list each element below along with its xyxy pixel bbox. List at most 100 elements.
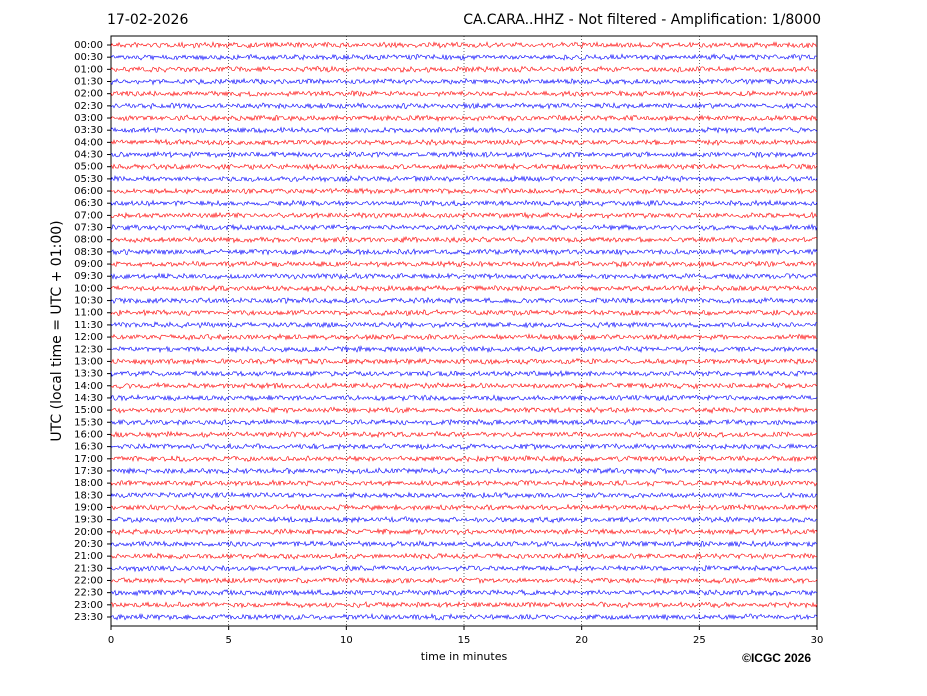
- trace: [110, 564, 818, 573]
- trace: [110, 491, 818, 499]
- y-tick-label: 12:00: [74, 332, 103, 343]
- x-tick-label: 15: [458, 635, 471, 646]
- y-tick-label: 19:00: [74, 502, 103, 513]
- y-tick-label: 18:00: [74, 478, 103, 489]
- y-tick-label: 00:00: [74, 40, 103, 51]
- trace: [110, 65, 818, 73]
- trace: [110, 455, 818, 463]
- trace: [110, 515, 818, 524]
- trace: [110, 284, 818, 293]
- trace: [110, 77, 818, 86]
- y-tick-label: 09:00: [74, 259, 103, 270]
- y-tick-label: 05:30: [74, 174, 103, 185]
- trace: [110, 467, 818, 475]
- y-tick-label: 22:30: [74, 588, 103, 599]
- trace: [110, 114, 818, 122]
- trace: [110, 211, 818, 220]
- x-tick-label: 5: [225, 635, 231, 646]
- y-tick-label: 10:00: [74, 283, 103, 294]
- y-tick-label: 05:00: [74, 162, 103, 173]
- y-tick-label: 19:30: [74, 515, 103, 526]
- trace: [110, 126, 818, 134]
- y-tick-label: 08:00: [74, 235, 103, 246]
- y-tick-label: 03:30: [74, 125, 103, 136]
- trace: [110, 503, 818, 512]
- trace: [110, 393, 818, 402]
- x-tick-label: 20: [575, 635, 588, 646]
- y-tick-label: 16:00: [74, 429, 103, 440]
- trace: [110, 199, 818, 207]
- trace: [110, 588, 818, 597]
- trace: [110, 442, 818, 451]
- y-tick-label: 13:30: [74, 369, 103, 380]
- trace: [110, 223, 818, 232]
- trace: [110, 248, 818, 256]
- trace: [110, 381, 818, 390]
- trace: [110, 613, 818, 621]
- date: 17-02-2026: [107, 12, 188, 28]
- y-tick-label: 15:00: [74, 405, 103, 416]
- trace: [110, 236, 818, 244]
- y-tick-label: 13:00: [74, 356, 103, 367]
- y-tick-label: 14:00: [74, 381, 103, 392]
- y-tick-label: 17:00: [74, 454, 103, 465]
- trace: [110, 345, 818, 354]
- y-tick-label: 11:30: [74, 320, 103, 331]
- x-tick-label: 0: [108, 635, 114, 646]
- trace: [110, 552, 818, 560]
- y-tick-label: 06:30: [74, 198, 103, 209]
- trace: [110, 406, 818, 414]
- chart-title: CA.CARA..HHZ - Not filtered - Amplificat…: [463, 12, 821, 28]
- y-tick-label: 23:30: [74, 612, 103, 623]
- x-axis-label: time in minutes: [421, 650, 508, 663]
- y-tick-label: 01:00: [74, 64, 103, 75]
- y-tick-label: 07:00: [74, 210, 103, 221]
- y-tick-label: 10:30: [74, 296, 103, 307]
- y-tick-label: 12:30: [74, 344, 103, 355]
- y-tick-label: 23:00: [74, 600, 103, 611]
- trace: [110, 369, 818, 378]
- x-tick-label: 25: [693, 635, 706, 646]
- y-tick-label: 15:30: [74, 417, 103, 428]
- y-tick-label: 20:30: [74, 539, 103, 550]
- y-tick-label: 18:30: [74, 490, 103, 501]
- y-tick-label: 22:00: [74, 575, 103, 586]
- trace: [110, 576, 818, 585]
- x-tick-label: 10: [340, 635, 353, 646]
- y-tick-label: 09:30: [74, 271, 103, 282]
- trace: [110, 175, 818, 183]
- trace: [110, 357, 818, 366]
- y-tick-label: 21:30: [74, 563, 103, 574]
- y-tick-label: 11:00: [74, 308, 103, 319]
- y-tick-label: 21:00: [74, 551, 103, 562]
- trace: [110, 540, 818, 548]
- trace: [110, 41, 818, 49]
- y-tick-label: 07:30: [74, 223, 103, 234]
- trace: [110, 272, 818, 280]
- y-tick-label: 02:30: [74, 101, 103, 112]
- trace: [110, 53, 818, 61]
- y-tick-label: 01:30: [74, 77, 103, 88]
- trace: [110, 479, 818, 487]
- trace: [110, 309, 817, 317]
- y-tick-label: 20:00: [74, 527, 103, 538]
- credit: ©ICGC 2026: [742, 651, 811, 665]
- trace: [110, 527, 818, 536]
- x-tick-label: 30: [811, 635, 824, 646]
- trace: [110, 321, 817, 329]
- trace: [110, 162, 818, 171]
- trace: [110, 89, 818, 98]
- y-tick-label: 03:00: [74, 113, 103, 124]
- trace: [110, 187, 817, 195]
- trace: [110, 260, 818, 268]
- y-tick-label: 16:30: [74, 442, 103, 453]
- y-axis-label: UTC (local time = UTC + 01:00): [49, 220, 65, 441]
- trace: [110, 600, 818, 609]
- trace: [110, 430, 818, 439]
- y-tick-label: 14:30: [74, 393, 103, 404]
- y-tick-label: 04:00: [74, 137, 103, 148]
- trace: [110, 296, 818, 305]
- y-tick-label: 02:00: [74, 89, 103, 100]
- trace: [110, 418, 818, 427]
